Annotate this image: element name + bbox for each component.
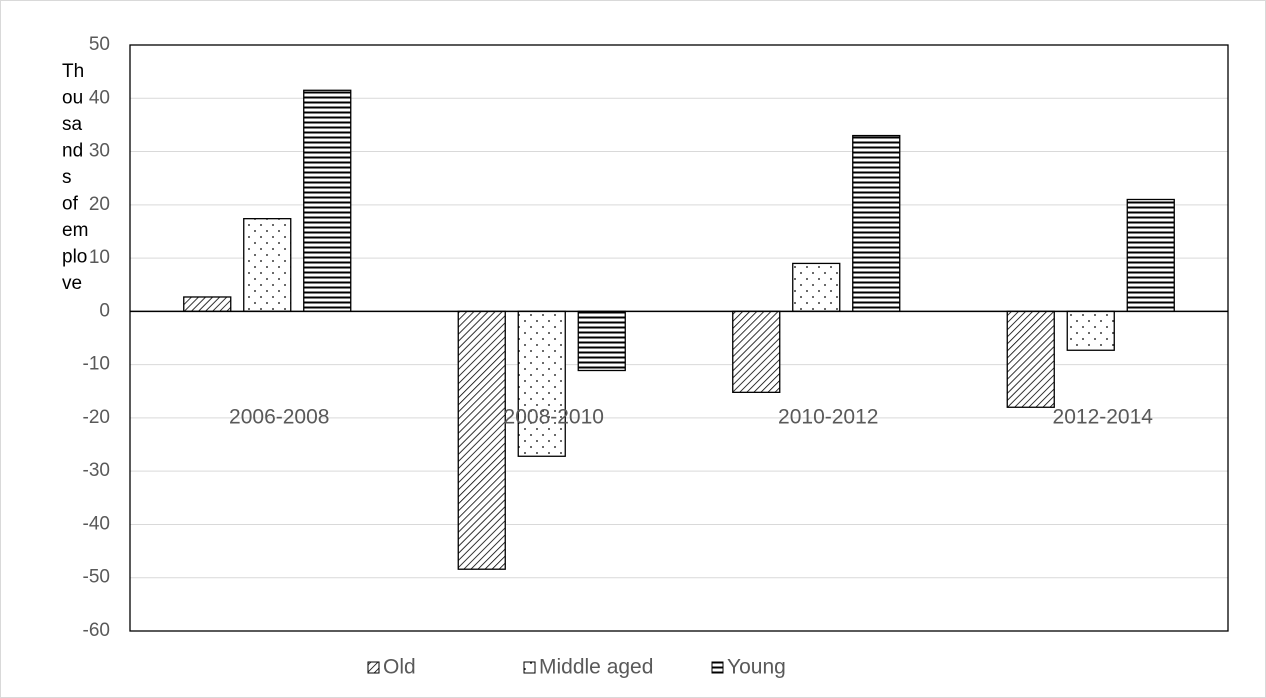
bar <box>1126 198 1175 313</box>
legend-label: Middle aged <box>539 656 653 679</box>
y-axis-label: Th <box>62 61 84 82</box>
bar <box>517 310 566 457</box>
y-tick-label: 30 <box>89 141 110 162</box>
x-tick-label: 2010-2012 <box>778 406 878 429</box>
y-tick-label: -50 <box>83 567 110 588</box>
y-axis-label: em <box>62 220 88 241</box>
y-axis-label: sa <box>62 114 83 135</box>
x-tick-label: 2012-2014 <box>1053 406 1154 429</box>
y-tick-label: 40 <box>89 87 110 108</box>
legend-label: Young <box>727 656 786 679</box>
x-tick-label: 2006-2008 <box>229 406 329 429</box>
bar <box>1006 310 1055 408</box>
y-axis-label: plo <box>62 247 87 268</box>
y-axis-label: ve <box>62 273 82 294</box>
legend-swatch <box>367 661 380 674</box>
y-tick-label: -30 <box>83 460 110 481</box>
bar <box>732 310 781 393</box>
plot-border <box>129 44 1229 632</box>
y-tick-label: -60 <box>83 620 110 641</box>
y-tick-label: -40 <box>83 513 110 534</box>
y-tick-label: -20 <box>83 407 110 428</box>
y-axis-label: ou <box>62 88 83 109</box>
y-tick-label: 20 <box>89 194 110 215</box>
legend-label: Old <box>383 656 416 679</box>
bar <box>243 218 292 313</box>
x-tick-label: 2008-2010 <box>504 406 604 429</box>
y-tick-label: -10 <box>83 354 110 375</box>
bar <box>457 310 506 570</box>
legend-swatch <box>711 661 724 674</box>
bar <box>852 134 901 313</box>
y-tick-label: 10 <box>89 247 110 268</box>
bar <box>792 262 841 313</box>
bar <box>303 89 352 313</box>
bar <box>183 296 232 313</box>
y-axis-label: of <box>62 194 79 215</box>
y-axis-label: nd <box>62 141 83 162</box>
bar <box>1066 310 1115 351</box>
legend-swatch <box>523 661 536 674</box>
y-tick-label: 50 <box>89 34 110 55</box>
y-axis-label: s <box>62 167 72 188</box>
bar <box>577 310 626 372</box>
y-tick-label: 0 <box>99 300 110 321</box>
